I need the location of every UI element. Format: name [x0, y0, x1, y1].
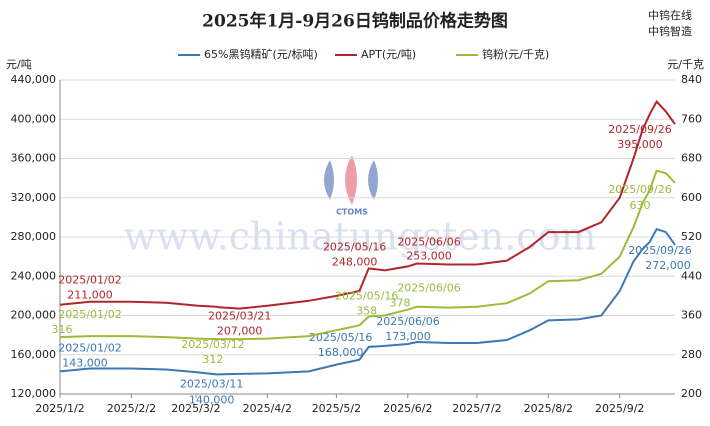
y-tick-label: 360,000 [11, 152, 57, 165]
y2-tick-label: 280 [681, 348, 702, 361]
annotation-value: 316 [52, 323, 73, 336]
annotation-value: 140,000 [189, 393, 235, 406]
annotation-date: 2025/06/06 [397, 235, 460, 248]
annotation-date: 2025/06/06 [397, 282, 460, 295]
annotation-date: 2025/01/02 [58, 308, 121, 321]
x-tick-label: 2025/5/2 [312, 402, 361, 415]
x-tick-label: 2025/3/2 [171, 402, 220, 415]
annotation-value: 630 [630, 199, 651, 212]
y2-tick-label: 360 [681, 309, 702, 322]
series-line [59, 169, 676, 341]
annotation-date: 2025/01/02 [58, 341, 121, 354]
chart-title: 2025年1月-9月26日钨制品价格走势图 [202, 11, 508, 32]
annotation-date: 2025/09/26 [608, 183, 671, 196]
y2-tick-label: 760 [681, 112, 702, 125]
annotation-date: 2025/03/12 [181, 338, 244, 351]
annotation-value: 207,000 [217, 325, 263, 338]
y-tick-label: 240,000 [11, 269, 57, 282]
y2-tick-label: 680 [681, 152, 702, 165]
legend-label: 钨粉(元/千克) [482, 48, 549, 61]
x-tick-label: 2025/9/2 [595, 402, 644, 415]
annotation-value: 395,000 [617, 138, 663, 151]
annotation-date: 2025/05/16 [309, 331, 372, 344]
y2-tick-label: 520 [681, 230, 702, 243]
annotation-value: 211,000 [67, 289, 113, 302]
annotation-value: 272,000 [645, 259, 691, 272]
annotation-date: 2025/05/16 [335, 289, 398, 302]
y-tick-label: 400,000 [11, 112, 57, 125]
annotation-value: 378 [390, 297, 411, 310]
y-tick-label: 120,000 [11, 387, 57, 400]
annotation-value: 248,000 [332, 255, 378, 268]
y2-tick-label: 440 [681, 269, 702, 282]
annotation-value: 312 [202, 353, 223, 366]
legend-label: 65%黑钨精矿(元/标吨) [204, 47, 318, 61]
y2-tick-label: 200 [681, 387, 702, 400]
brand: 中钨在线 [648, 8, 692, 22]
annotation-value: 173,000 [385, 330, 431, 343]
annotation-value: 168,000 [318, 346, 364, 359]
annotation-date: 2025/03/21 [208, 310, 271, 323]
annotation-date: 2025/03/11 [180, 377, 243, 390]
annotation-value: 358 [356, 304, 377, 317]
y-axis-label: 元/吨 [6, 58, 32, 71]
x-tick-label: 2025/7/2 [452, 402, 501, 415]
series-line [59, 227, 676, 376]
y-tick-label: 320,000 [11, 191, 57, 204]
annotation-date: 2025/05/16 [323, 240, 386, 253]
y2-tick-label: 840 [681, 73, 702, 86]
series-line [59, 99, 676, 310]
y-tick-label: 160,000 [11, 348, 57, 361]
x-tick-label: 2025/8/2 [524, 402, 573, 415]
annotation-date: 2025/06/06 [376, 315, 439, 328]
y2-tick-label: 600 [681, 191, 702, 204]
annotation-value: 143,000 [62, 356, 108, 369]
annotation-value: 253,000 [406, 249, 452, 262]
annotation-date: 2025/01/02 [58, 274, 121, 287]
x-tick-label: 2025/4/2 [243, 402, 292, 415]
y-tick-label: 200,000 [11, 309, 57, 322]
annotation-date: 2025/09/26 [608, 123, 671, 136]
brand: 中钨智造 [648, 24, 692, 38]
x-tick-label: 2025/6/2 [383, 402, 432, 415]
logo [324, 155, 378, 205]
y2-axis-label: 元/千克 [667, 58, 704, 71]
y-tick-label: 440,000 [11, 73, 57, 86]
y-tick-label: 280,000 [11, 230, 57, 243]
logo-text: CTOMS [336, 208, 368, 217]
x-tick-label: 2025/1/2 [35, 402, 84, 415]
x-tick-label: 2025/2/2 [107, 402, 156, 415]
annotation-date: 2025/09/26 [628, 244, 691, 257]
legend-label: APT(元/吨) [361, 48, 416, 61]
